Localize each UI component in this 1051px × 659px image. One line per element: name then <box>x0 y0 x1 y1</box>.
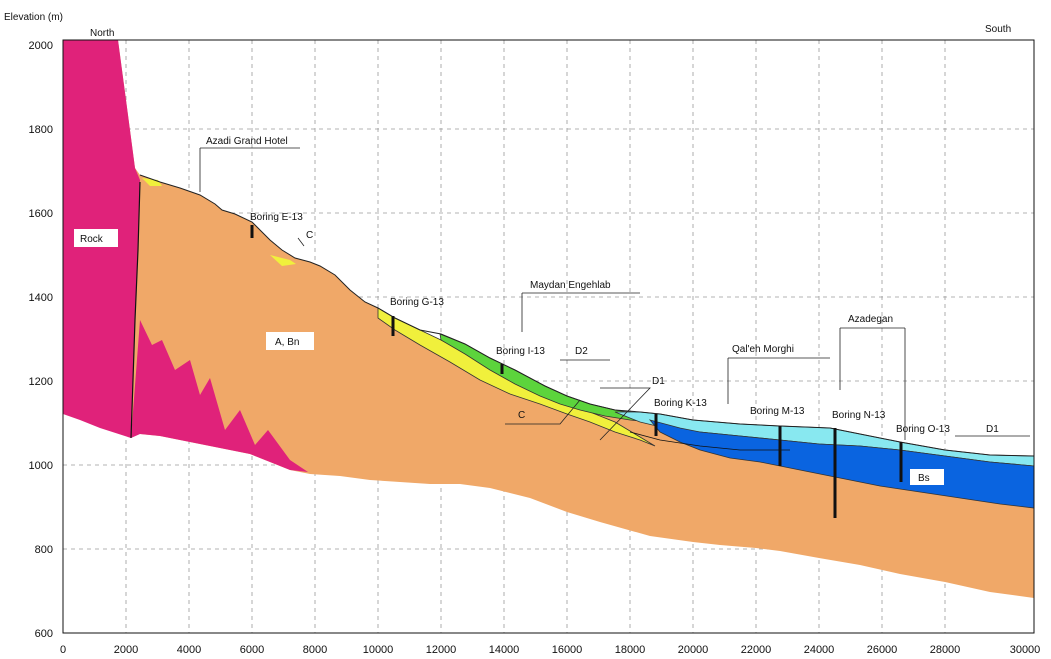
unit-c-lens-2 <box>270 255 296 266</box>
bs-lens-line <box>629 431 790 451</box>
qaleh-label: Qal'eh Morghi <box>732 344 794 355</box>
south-label: South <box>985 24 1011 35</box>
unit-c-lens-1 <box>142 178 162 186</box>
x-tick-label: 6000 <box>240 644 264 656</box>
bs-label: Bs <box>918 473 930 484</box>
azadi-label: Azadi Grand Hotel <box>206 136 288 147</box>
c-lower-label: C <box>518 410 525 421</box>
y-tick-label: 1400 <box>29 292 53 304</box>
c-upper-label: C <box>306 230 313 241</box>
x-tick-label: 22000 <box>741 644 772 656</box>
rock-label: Rock <box>80 234 104 245</box>
boring-k-13-label: Boring K-13 <box>654 398 707 409</box>
x-tick-label: 14000 <box>489 644 520 656</box>
y-tick-label: 2000 <box>29 40 53 52</box>
y-tick-label: 1200 <box>29 376 53 388</box>
y-tick-labels: 2000 1800 1600 1400 1200 1000 800 600 <box>29 40 53 640</box>
x-tick-labels: 0 2000 4000 6000 8000 10000 12000 14000 … <box>60 644 1040 656</box>
y-tick-label: 800 <box>35 544 53 556</box>
d2-label: D2 <box>575 346 588 357</box>
fault-line <box>130 181 141 439</box>
ground-surface <box>139 174 1035 457</box>
a-bn-label-box: A, Bn <box>266 332 314 350</box>
x-tick-label: 30000 <box>1010 644 1041 656</box>
boring-e-13-label: Boring E-13 <box>250 212 303 223</box>
x-tick-label: 16000 <box>552 644 583 656</box>
unit-bs-layer <box>648 419 1035 509</box>
boring-o-13-label: Boring O-13 <box>896 424 950 435</box>
y-tick-label: 1000 <box>29 460 53 472</box>
boring-g-13-label: Boring G-13 <box>390 297 444 308</box>
x-tick-label: 10000 <box>363 644 394 656</box>
y-tick-label: 600 <box>35 628 53 640</box>
x-tick-label: 24000 <box>804 644 835 656</box>
boring-i-13-label: Boring I-13 <box>496 346 545 357</box>
azadegan-label: Azadegan <box>848 314 893 325</box>
a-bn-label: A, Bn <box>275 337 299 348</box>
bs-label-box: Bs <box>910 469 944 485</box>
x-tick-label: 4000 <box>177 644 201 656</box>
x-tick-label: 28000 <box>930 644 961 656</box>
y-tick-label: 1800 <box>29 124 53 136</box>
d1-right-label: D1 <box>986 424 999 435</box>
rock-bottom-layer <box>131 320 308 472</box>
x-tick-label: 2000 <box>114 644 138 656</box>
x-tick-label: 18000 <box>615 644 646 656</box>
boring-m-13-label: Boring M-13 <box>750 406 805 417</box>
x-tick-label: 0 <box>60 644 66 656</box>
plot-frame <box>62 39 1035 634</box>
y-axis-label: Elevation (m) <box>4 12 63 23</box>
boring-n-13-label: Boring N-13 <box>832 410 886 421</box>
x-tick-label: 26000 <box>867 644 898 656</box>
alluvium-layer <box>118 40 1034 598</box>
leader-lines <box>199 147 1030 441</box>
x-tick-label: 12000 <box>426 644 457 656</box>
y-tick-label: 1600 <box>29 208 53 220</box>
rock-label-box: Rock <box>74 229 118 247</box>
x-tick-label: 8000 <box>303 644 327 656</box>
borings <box>250 225 903 518</box>
d1-mid-label: D1 <box>652 376 665 387</box>
meydan-label: Maydan Engehlab <box>530 280 611 291</box>
north-label: North <box>90 28 114 39</box>
x-tick-label: 20000 <box>678 644 709 656</box>
